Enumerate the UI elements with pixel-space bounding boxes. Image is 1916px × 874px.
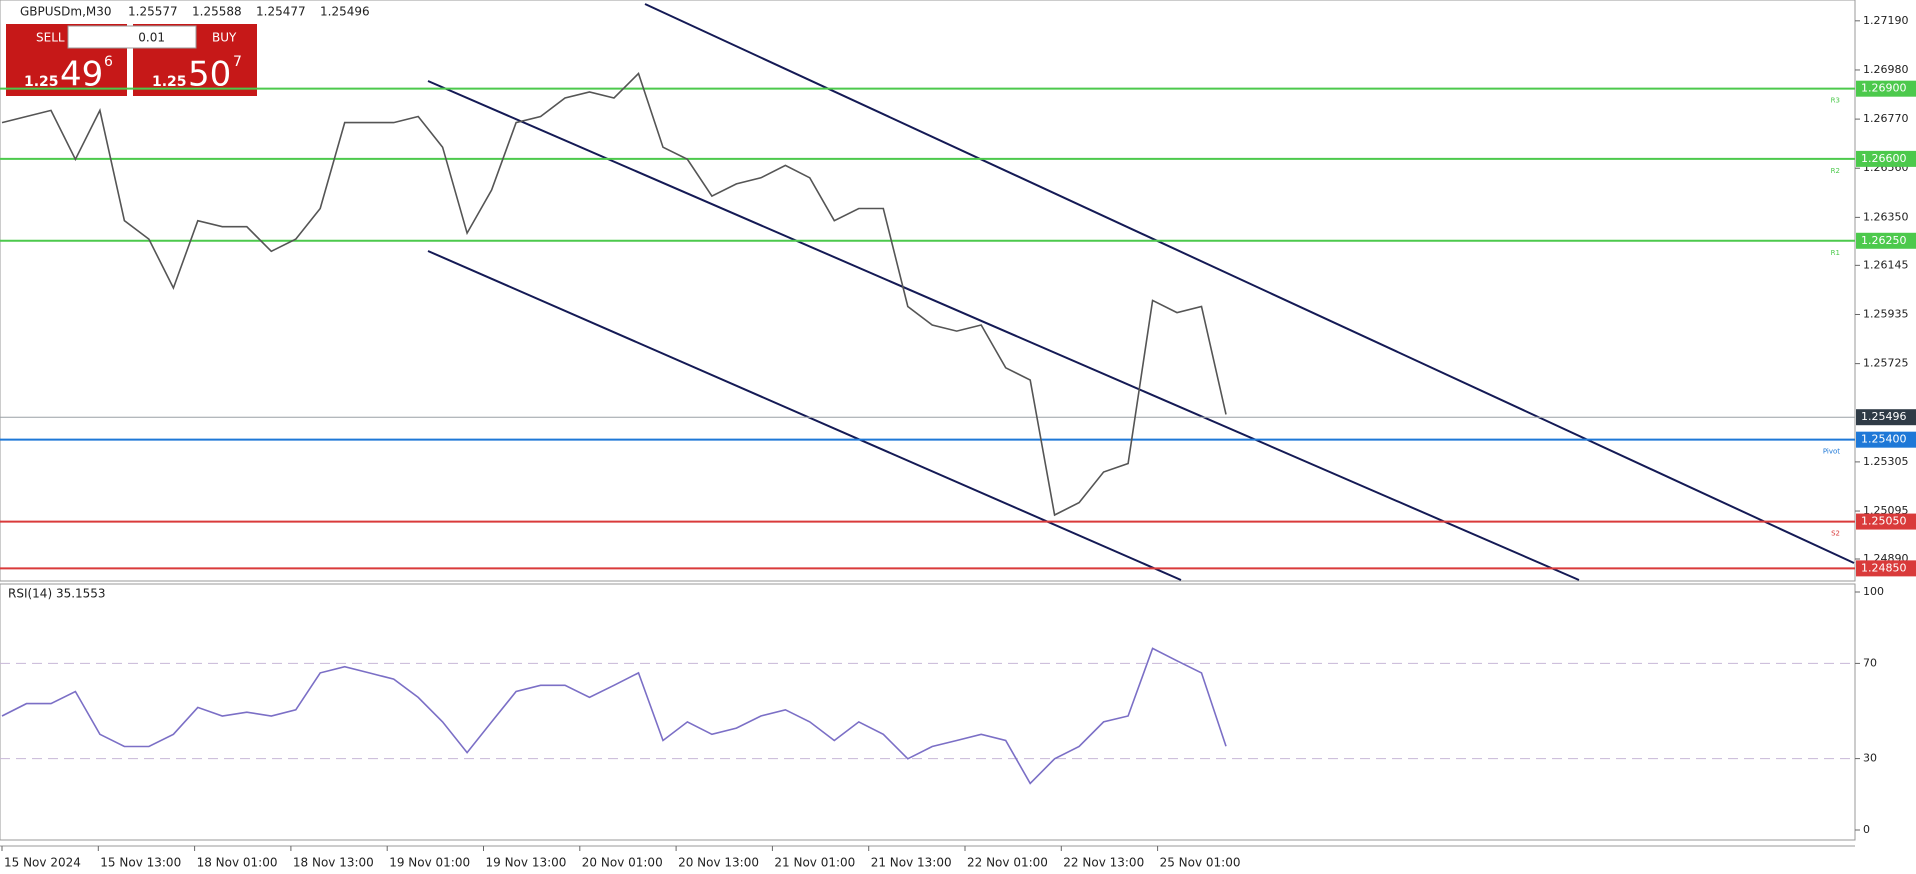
level-tag: [1856, 513, 1916, 530]
price-panel: [0, 0, 1856, 582]
x-tick-label: 22 Nov 01:00: [967, 856, 1048, 870]
level-tag: [1856, 80, 1916, 97]
level-label: 1.24850: [1861, 561, 1907, 574]
ohlc-value: 1.25588: [192, 5, 242, 19]
x-tick-label: 15 Nov 2024: [4, 856, 81, 870]
ohlc-value: 1.25477: [256, 5, 306, 19]
bid-sup: 6: [104, 54, 113, 70]
level-label: 1.25400: [1861, 433, 1907, 446]
x-tick-label: 20 Nov 01:00: [582, 856, 663, 870]
ohlc-value: 1.25577: [128, 5, 178, 19]
x-tick-label: 18 Nov 13:00: [293, 856, 374, 870]
x-tick-label: 21 Nov 01:00: [774, 856, 855, 870]
rsi-title: RSI(14) 35.1553: [8, 587, 106, 601]
level-label: 1.26250: [1861, 234, 1907, 247]
x-tick-label: 22 Nov 13:00: [1063, 856, 1144, 870]
y-tick-label: 30: [1863, 752, 1877, 765]
buy-button[interactable]: BUY: [212, 31, 237, 45]
y-tick-label: 1.25305: [1863, 455, 1909, 468]
x-tick-label: 19 Nov 13:00: [486, 856, 567, 870]
level-name: R2: [1831, 167, 1840, 175]
ask-sup: 7: [233, 54, 242, 70]
x-tick-label: 21 Nov 13:00: [871, 856, 952, 870]
level-tag: [1856, 431, 1916, 448]
lot-input[interactable]: [67, 25, 197, 49]
x-tick-label: 15 Nov 13:00: [100, 856, 181, 870]
y-tick-label: 0: [1863, 823, 1870, 836]
level-label: 1.25050: [1861, 515, 1907, 528]
level-label: 1.26600: [1861, 152, 1907, 165]
trend-line: [427, 80, 1580, 581]
price-line: [1, 72, 1227, 517]
y-tick-label: 1.26770: [1863, 112, 1909, 125]
level-name: R1: [1831, 249, 1840, 257]
x-tick-label: 20 Nov 13:00: [678, 856, 759, 870]
trend-line: [427, 250, 1182, 581]
x-tick-label: 18 Nov 01:00: [197, 856, 278, 870]
trend-line: [644, 3, 1855, 564]
level-tag: [1856, 150, 1916, 167]
bid-big: 1.25: [24, 74, 59, 90]
x-tick-label: 19 Nov 01:00: [389, 856, 470, 870]
current-tag: [1856, 409, 1916, 426]
y-tick-label: 1.27190: [1863, 14, 1909, 27]
current-label: 1.25496: [1861, 410, 1907, 423]
y-tick-label: 1.26980: [1863, 63, 1909, 76]
y-tick-label: 1.25935: [1863, 307, 1909, 320]
ohlc-value: 1.25496: [320, 5, 370, 19]
level-tag: [1856, 232, 1916, 249]
lot-value[interactable]: 0.01: [138, 31, 165, 45]
y-tick-label: 100: [1863, 585, 1884, 598]
level-name: Pivot: [1823, 448, 1840, 456]
sell-button[interactable]: SELL: [36, 31, 65, 45]
rsi-panel: [0, 583, 1856, 841]
level-name: R3: [1831, 97, 1840, 105]
symbol-title: GBPUSDm,M30: [20, 5, 112, 19]
y-tick-label: 1.25725: [1863, 357, 1909, 370]
x-tick-label: 25 Nov 01:00: [1160, 856, 1241, 870]
trade-panel: SELL BUY 0.01 1.25 49 6 1.25 50 7: [6, 24, 257, 96]
y-tick-label: 1.26350: [1863, 210, 1909, 223]
price-line: [1, 647, 1227, 785]
y-tick-label: 1.26145: [1863, 258, 1909, 271]
level-tag: [1856, 560, 1916, 577]
y-tick-label: 70: [1863, 656, 1877, 669]
level-label: 1.26900: [1861, 82, 1907, 95]
ask-big: 1.25: [152, 74, 187, 90]
level-name: S2: [1831, 530, 1840, 538]
